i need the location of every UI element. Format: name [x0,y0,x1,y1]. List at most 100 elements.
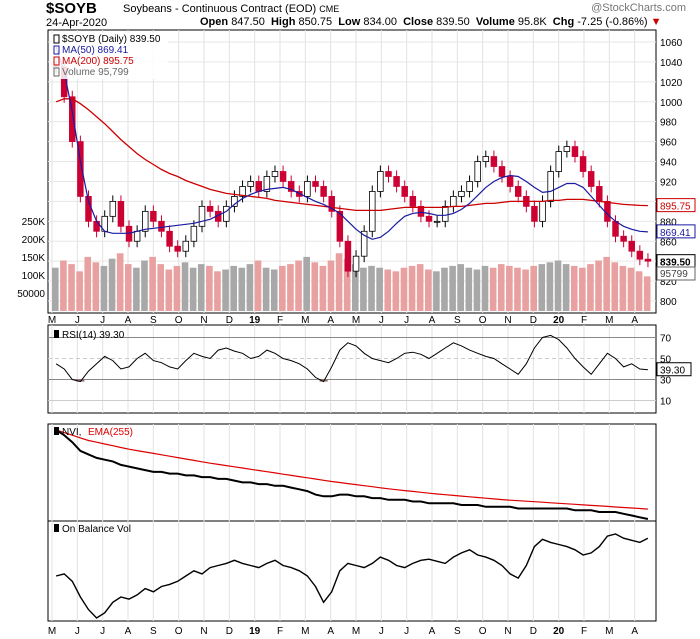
x-tick-label: O [479,626,487,637]
candle-body [636,250,644,260]
ema-legend: EMA(255) [88,427,133,438]
panel-frame [47,520,657,622]
volume-bar [546,262,554,311]
volume-bar [157,264,165,311]
candle-body [247,181,254,187]
x-tick-label: M [48,315,56,326]
volume-bar [506,265,513,311]
candle-body [133,230,141,242]
bar-icon [53,67,60,77]
candle-body [223,205,230,222]
y-tick-label: 1000 [660,98,683,109]
x-tick-label: A [631,626,638,637]
line-icon [54,330,59,338]
x-tick-label: D [530,315,537,326]
x-tick-label: N [200,626,207,637]
y-tick-label: 880 [660,217,677,228]
x-tick-label: D [226,315,233,326]
line-icon [53,56,60,66]
candle-body [450,196,457,207]
x-tick-label: 19 [249,626,261,637]
chart-date: 24-Apr-2020 [46,17,108,29]
rsi-line [55,334,648,383]
y-tick-label: 1040 [660,58,683,69]
x-tick-label: F [581,626,587,637]
legend-entry: Volume 95,799 [62,67,129,78]
candle-body [442,205,449,222]
ma200-line [55,98,648,212]
volume-bar [238,267,246,311]
volume-bar [595,260,602,311]
x-tick-label: J [379,626,384,637]
legend-backdrop [50,33,168,79]
volume-bar [270,269,278,311]
x-tick-label: M [605,626,613,637]
candle-body [401,186,408,197]
candle-body [482,156,490,162]
volume-bar [133,267,140,311]
x-tick-label: J [100,626,105,637]
volume-bar [627,267,635,311]
candle-body [77,141,84,197]
candle-body [393,176,400,187]
volume-bar [392,271,400,311]
x-tick-label: S [454,315,461,326]
x-tick-label: S [454,626,461,637]
candle-body [571,146,579,157]
x-tick-label: J [75,315,80,326]
candle-body [271,171,279,177]
y-tick-label: 1020 [660,78,683,89]
volume-bar [562,264,570,311]
volume-bar [197,264,205,311]
candle-body [239,186,246,197]
volume-bar [554,260,562,311]
volume-tick-label: 150K [22,253,46,264]
line-icon [53,45,60,55]
candle-body [69,96,76,143]
candle-body [198,205,206,227]
candle-body [312,181,319,187]
price-tag-label: 839.50 [660,258,691,269]
candle-body [166,230,173,247]
y-tick-label: 820 [660,277,677,288]
volume-bar [587,264,594,311]
volume-bar [579,267,586,311]
ema255-line [55,429,648,510]
x-tick-label: A [327,315,334,326]
obv-line [55,533,649,619]
y-tick-label: 860 [660,237,677,248]
volume-bar [189,267,197,311]
candle-body [304,181,311,197]
candle-body [377,171,384,192]
volume-bar [384,269,392,311]
rsi-oversold-fill [76,379,85,382]
volume-tick-label: 50000 [17,289,45,300]
candle-body [336,210,344,242]
volume-bar [116,253,124,311]
candle-body [206,205,214,212]
volume-bar [327,260,335,311]
x-tick-label: N [504,315,511,326]
volume-bar [481,265,489,311]
volume-bar [376,267,383,311]
volume-bar [68,264,75,311]
volume-bar [449,265,456,311]
volume-bar [100,265,108,311]
contract-name: Soybeans - Continuous Contract (EOD) CME [123,3,340,15]
legend-entry: $SOYB (Daily) 839.50 [62,34,161,45]
candle-body [563,146,571,152]
volume-bar [222,269,229,311]
x-tick-label: N [200,315,207,326]
volume-bar [465,267,473,311]
candle-body [417,205,425,217]
rsi-tag-label: 39.30 [660,366,685,377]
candle-body [620,235,627,242]
rsi-legend: RSI(14) 39.30 [62,330,125,341]
volume-bar [262,267,270,311]
panel-frame [47,423,657,522]
volume-bar [84,256,92,311]
down-arrow-icon: ▼ [650,16,662,28]
volume-bar [52,267,59,311]
x-tick-label: D [226,626,233,637]
